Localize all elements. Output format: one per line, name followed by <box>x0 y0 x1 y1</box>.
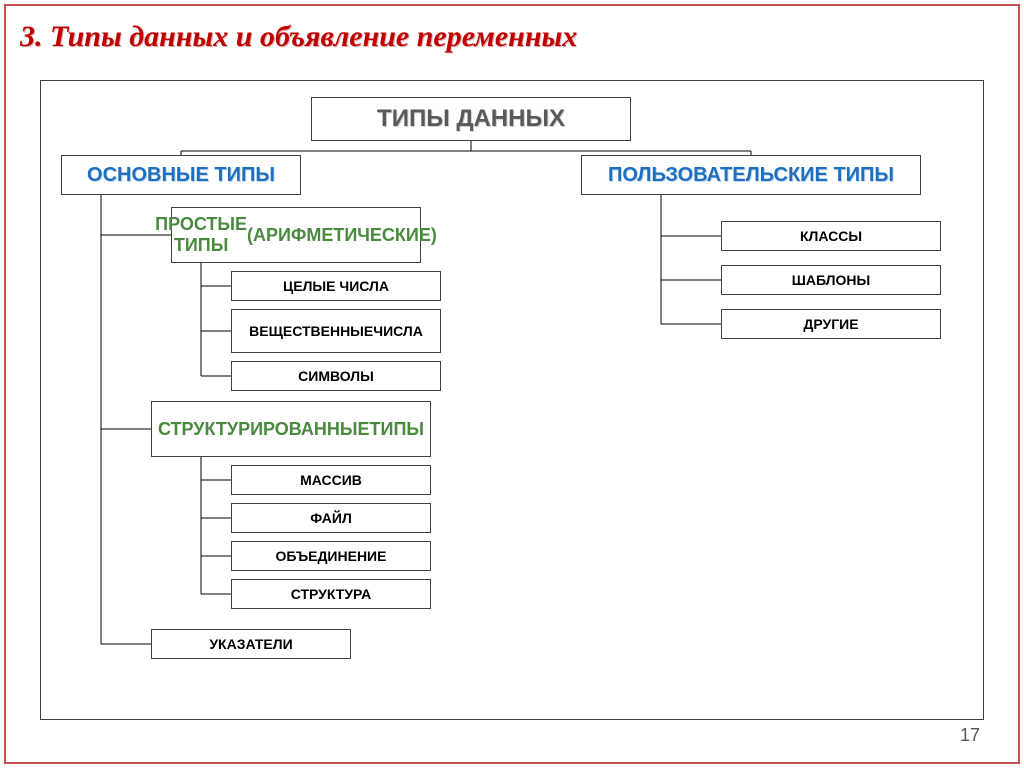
page-number: 17 <box>960 725 980 746</box>
diagram-area: ТИПЫ ДАННЫХОСНОВНЫЕ ТИПЫ ПОЛЬЗОВАТЕЛЬСКИЕ… <box>40 80 984 720</box>
node-other: ДРУГИЕ <box>721 309 941 339</box>
node-root: ТИПЫ ДАННЫХ <box>311 97 631 141</box>
node-templates: ШАБЛОНЫ <box>721 265 941 295</box>
node-char: СИМВОЛЫ <box>231 361 441 391</box>
node-user: ПОЛЬЗОВАТЕЛЬСКИЕ ТИПЫ <box>581 155 921 195</box>
slide-title: 3. Типы данных и объявление переменных <box>20 20 980 54</box>
node-pointer: УКАЗАТЕЛИ <box>151 629 351 659</box>
node-file: ФАЙЛ <box>231 503 431 533</box>
node-structd: СТРУКТУРА <box>231 579 431 609</box>
node-array: МАССИВ <box>231 465 431 495</box>
node-struct_g: СТРУКТУРИРОВАННЫЕТИПЫ <box>151 401 431 457</box>
node-int: ЦЕЛЫЕ ЧИСЛА <box>231 271 441 301</box>
node-real: ВЕЩЕСТВЕННЫЕЧИСЛА <box>231 309 441 353</box>
node-classes: КЛАССЫ <box>721 221 941 251</box>
node-union: ОБЪЕДИНЕНИЕ <box>231 541 431 571</box>
node-simple: ПРОСТЫЕ ТИПЫ(АРИФМЕТИЧЕСКИЕ) <box>171 207 421 263</box>
node-basic: ОСНОВНЫЕ ТИПЫ <box>61 155 301 195</box>
